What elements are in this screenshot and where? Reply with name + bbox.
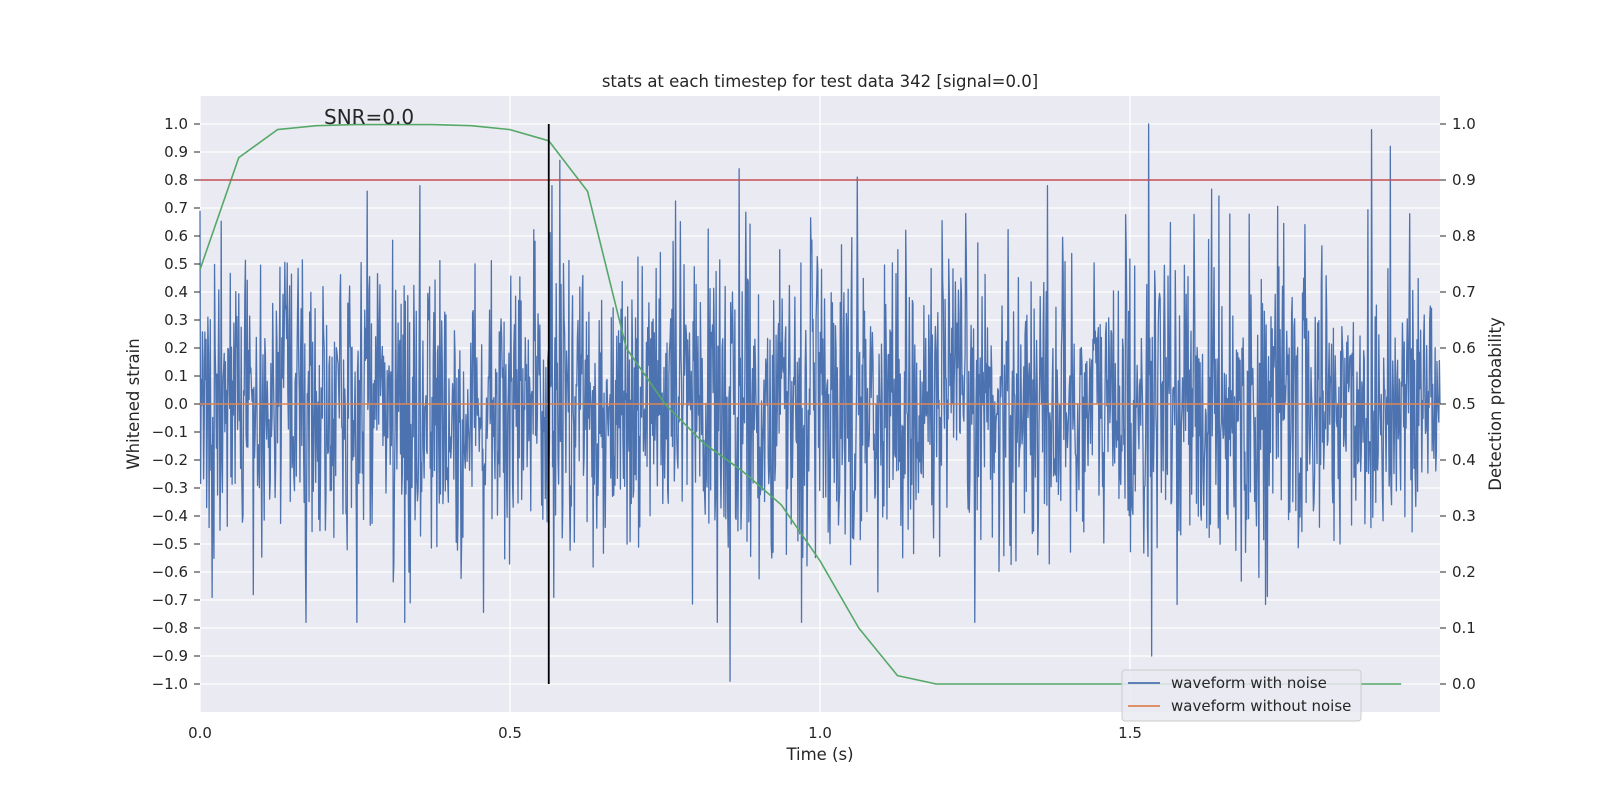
y-tick-label: 0.2 xyxy=(164,339,188,357)
x-axis-label: Time (s) xyxy=(785,745,853,764)
y-tick-label: 0.8 xyxy=(164,171,188,189)
chart-title: stats at each timestep for test data 342… xyxy=(602,72,1038,91)
series-waveform-with-noise xyxy=(199,123,1441,682)
right-y-axis-ticks: 1.0 0.9 0.8 0.7 0.6 0.5 0.4 0.3 0.2 0.1 0.0 xyxy=(1440,115,1476,693)
x-tick-label: 0.5 xyxy=(498,724,522,742)
y-tick-label: 0.5 xyxy=(164,255,188,273)
y-tick-label: 0.4 xyxy=(164,283,188,301)
y-tick-label: −0.7 xyxy=(152,591,188,609)
left-y-axis-ticks: 1.0 0.9 0.8 0.7 0.6 0.5 0.4 0.3 0.2 0.1 0.0 −0.1 −0.… xyxy=(152,115,200,693)
y-tick-label: 1.0 xyxy=(164,115,188,133)
y2-tick-label: 1.0 xyxy=(1452,115,1476,133)
y-tick-label: −0.9 xyxy=(152,647,188,665)
y-tick-label: −1.0 xyxy=(152,675,188,693)
legend-label-clean: waveform without noise xyxy=(1171,697,1351,715)
y-tick-label: −0.3 xyxy=(152,479,188,497)
y2-tick-label: 0.2 xyxy=(1452,563,1476,581)
y2-tick-label: 0.4 xyxy=(1452,451,1476,469)
y2-tick-label: 0.1 xyxy=(1452,619,1476,637)
y2-tick-label: 0.5 xyxy=(1452,395,1476,413)
y-tick-label: −0.8 xyxy=(152,619,188,637)
y-tick-label: 0.7 xyxy=(164,199,188,217)
y2-tick-label: 0.0 xyxy=(1452,675,1476,693)
y-axis-label: Whitened strain xyxy=(124,338,143,469)
y-tick-label: −0.4 xyxy=(152,507,188,525)
y-tick-label: 0.0 xyxy=(164,395,188,413)
y2-tick-label: 0.3 xyxy=(1452,507,1476,525)
y2-axis-label: Detection probability xyxy=(1486,317,1505,491)
x-tick-label: 1.5 xyxy=(1118,724,1142,742)
y2-tick-label: 0.8 xyxy=(1452,227,1476,245)
legend: waveform with noise waveform without noi… xyxy=(1121,669,1362,722)
x-tick-label: 1.0 xyxy=(808,724,832,742)
x-axis-ticks: 0.0 0.5 1.0 1.5 xyxy=(188,724,1142,742)
y-tick-label: −0.1 xyxy=(152,423,188,441)
legend-box xyxy=(1121,669,1362,722)
y-tick-label: −0.5 xyxy=(152,535,188,553)
y-tick-label: 0.3 xyxy=(164,311,188,329)
y-tick-label: 0.9 xyxy=(164,143,188,161)
y2-tick-label: 0.6 xyxy=(1452,339,1476,357)
y2-tick-label: 0.7 xyxy=(1452,283,1476,301)
y-tick-label: −0.6 xyxy=(152,563,188,581)
snr-annotation: SNR=0.0 xyxy=(324,105,414,129)
legend-label-noise: waveform with noise xyxy=(1171,674,1327,692)
x-tick-label: 0.0 xyxy=(188,724,212,742)
y2-tick-label: 0.9 xyxy=(1452,171,1476,189)
y-tick-label: 0.6 xyxy=(164,227,188,245)
y-tick-label: 0.1 xyxy=(164,367,188,385)
y-tick-label: −0.2 xyxy=(152,451,188,469)
